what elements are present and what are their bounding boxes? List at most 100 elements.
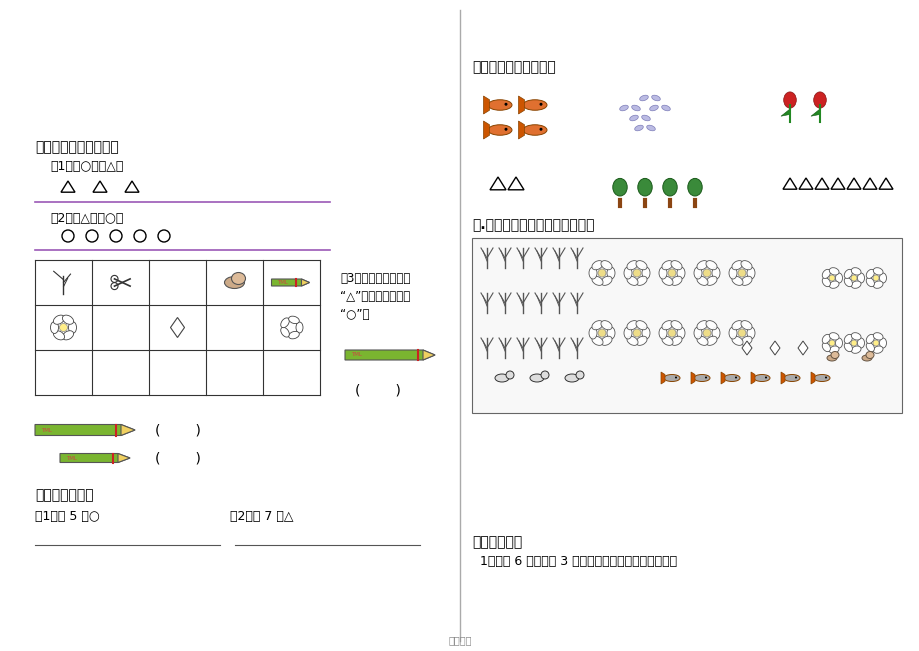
Ellipse shape [830, 352, 838, 359]
Ellipse shape [850, 281, 860, 288]
Ellipse shape [600, 336, 611, 346]
Circle shape [539, 128, 542, 131]
Ellipse shape [728, 267, 736, 279]
Ellipse shape [664, 374, 679, 381]
Ellipse shape [783, 92, 796, 108]
Ellipse shape [641, 327, 650, 339]
Ellipse shape [828, 333, 838, 340]
Ellipse shape [626, 260, 638, 270]
Ellipse shape [861, 355, 871, 361]
Circle shape [828, 275, 834, 281]
Ellipse shape [746, 267, 754, 279]
Ellipse shape [649, 105, 658, 111]
Text: “○”。: “○”。 [340, 308, 369, 321]
Ellipse shape [289, 316, 299, 324]
Polygon shape [271, 279, 309, 286]
Circle shape [504, 128, 507, 131]
Ellipse shape [732, 336, 743, 346]
Circle shape [737, 329, 745, 337]
Ellipse shape [676, 327, 685, 339]
Text: TML: TML [66, 456, 77, 460]
Circle shape [667, 269, 675, 277]
Text: （1）画 5 个○: （1）画 5 个○ [35, 510, 99, 523]
Ellipse shape [687, 178, 701, 196]
Circle shape [539, 103, 542, 105]
Polygon shape [301, 279, 309, 286]
Ellipse shape [740, 336, 751, 346]
Ellipse shape [641, 267, 650, 279]
Ellipse shape [746, 327, 754, 339]
Text: TML: TML [351, 352, 361, 357]
Text: 推荐精选: 推荐精选 [448, 635, 471, 645]
Ellipse shape [51, 322, 59, 333]
Ellipse shape [635, 276, 646, 285]
Circle shape [667, 329, 675, 337]
Ellipse shape [813, 374, 829, 381]
Ellipse shape [844, 277, 852, 286]
Ellipse shape [591, 321, 603, 330]
Ellipse shape [822, 270, 830, 279]
Ellipse shape [693, 327, 701, 339]
Ellipse shape [857, 338, 864, 348]
Circle shape [60, 324, 67, 331]
Ellipse shape [705, 276, 716, 285]
Ellipse shape [224, 277, 244, 288]
Ellipse shape [670, 276, 681, 285]
Text: TML: TML [41, 428, 51, 432]
Circle shape [734, 376, 736, 378]
Ellipse shape [866, 342, 873, 352]
Ellipse shape [588, 327, 596, 339]
Ellipse shape [637, 178, 652, 196]
Ellipse shape [693, 267, 701, 279]
Polygon shape [780, 109, 789, 116]
Circle shape [702, 329, 710, 337]
Ellipse shape [661, 321, 673, 330]
Ellipse shape [626, 336, 638, 346]
Text: （2）画 7 个△: （2）画 7 个△ [230, 510, 293, 523]
Ellipse shape [600, 260, 611, 270]
Polygon shape [483, 121, 489, 139]
Polygon shape [518, 121, 524, 139]
Ellipse shape [600, 276, 611, 285]
Ellipse shape [850, 268, 860, 275]
Ellipse shape [494, 374, 508, 382]
Polygon shape [769, 341, 779, 355]
Ellipse shape [697, 336, 708, 346]
Ellipse shape [844, 335, 852, 344]
Text: 三、按要求，画一画。: 三、按要求，画一画。 [35, 140, 119, 154]
Ellipse shape [612, 178, 627, 196]
Ellipse shape [296, 322, 302, 333]
Polygon shape [118, 454, 130, 462]
Ellipse shape [865, 352, 873, 359]
Ellipse shape [68, 322, 76, 333]
Polygon shape [797, 341, 807, 355]
Circle shape [505, 371, 514, 379]
Ellipse shape [872, 268, 882, 275]
Circle shape [794, 376, 796, 378]
Ellipse shape [844, 342, 852, 352]
Ellipse shape [591, 260, 603, 270]
Polygon shape [742, 341, 751, 355]
Text: 1、红花 6 朵，黄花 3 朵，红花和黄花一共有多少朵？: 1、红花 6 朵，黄花 3 朵，红花和黄花一共有多少朵？ [480, 555, 676, 568]
Ellipse shape [723, 374, 739, 381]
Ellipse shape [828, 268, 838, 275]
Circle shape [737, 269, 745, 277]
Ellipse shape [850, 346, 860, 353]
Text: 八、应用题。: 八、应用题。 [471, 535, 522, 549]
Ellipse shape [623, 327, 631, 339]
Ellipse shape [670, 336, 681, 346]
Text: (        ): ( ) [154, 451, 200, 465]
Polygon shape [121, 424, 135, 436]
Ellipse shape [728, 327, 736, 339]
Text: （2）画△，比○少: （2）画△，比○少 [50, 212, 123, 225]
Ellipse shape [280, 327, 289, 337]
Polygon shape [35, 424, 135, 436]
Ellipse shape [740, 321, 751, 330]
Ellipse shape [487, 100, 512, 110]
Ellipse shape [661, 336, 673, 346]
Circle shape [504, 103, 507, 105]
Ellipse shape [834, 338, 842, 348]
Ellipse shape [564, 374, 578, 382]
Ellipse shape [641, 115, 650, 121]
Ellipse shape [62, 315, 74, 324]
